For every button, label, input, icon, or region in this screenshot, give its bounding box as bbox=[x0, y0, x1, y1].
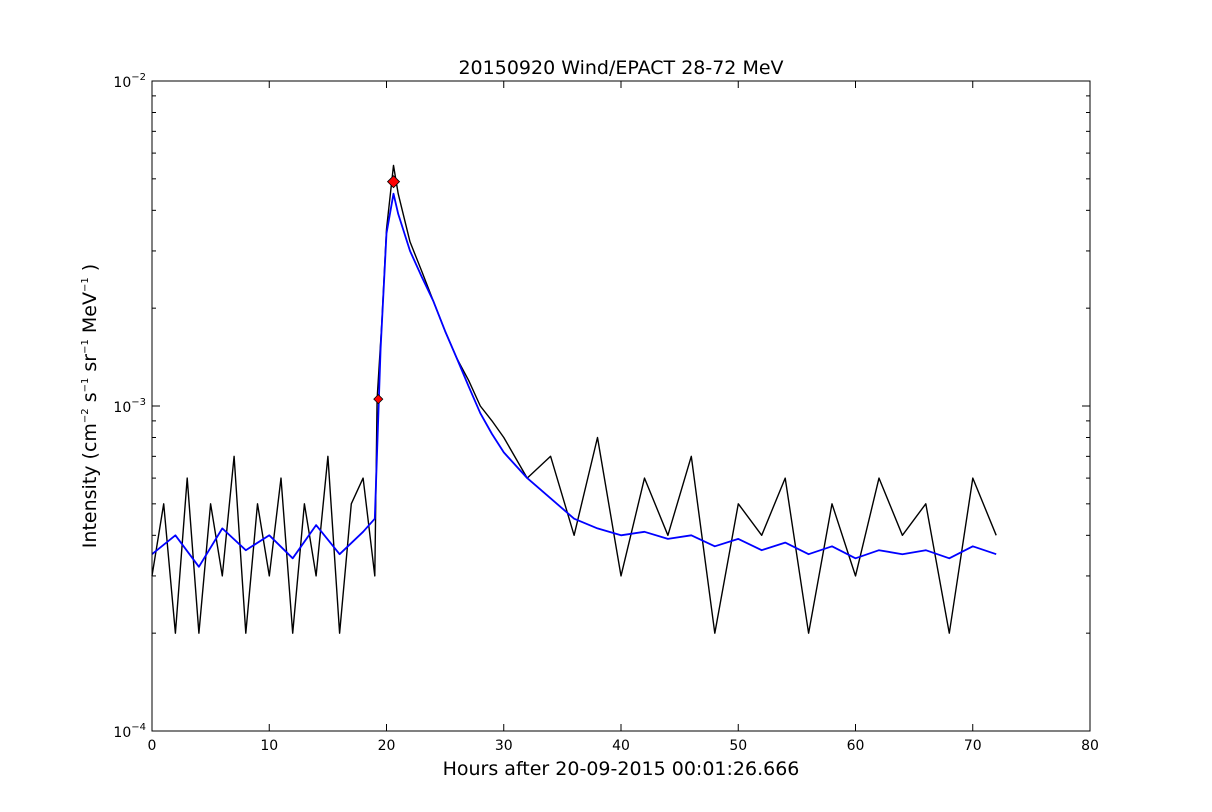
x-tick-label: 80 bbox=[1081, 738, 1099, 754]
y-label-mid-2: sr bbox=[79, 354, 101, 378]
y-label-suffix: ) bbox=[79, 264, 101, 277]
x-tick-label: 10 bbox=[260, 738, 278, 754]
chart-title: 20150920 Wind/EPACT 28-72 MeV bbox=[458, 57, 783, 79]
y-label-exp-3: −1 bbox=[80, 339, 91, 354]
plot-area: 0 10 20 30 40 50 60 70 80 10−4 10−3 10−2 bbox=[113, 72, 1098, 754]
tick-layer: 0 10 20 30 40 50 60 70 80 10−4 10−3 10−2 bbox=[113, 72, 1098, 754]
marker-point-1 bbox=[373, 394, 384, 405]
x-axis-label: Hours after 20-09-2015 00:01:26.666 bbox=[443, 758, 800, 780]
x-tick-label: 70 bbox=[964, 738, 982, 754]
y-tick-label: 10−4 bbox=[113, 722, 146, 741]
y-label-mid-3: MeV bbox=[79, 292, 101, 339]
y-label-exp-2: −1 bbox=[80, 378, 91, 393]
y-label-prefix: Intensity (cm bbox=[79, 423, 101, 548]
marker-point-2 bbox=[386, 175, 401, 189]
x-tick-label: 50 bbox=[729, 738, 747, 754]
y-label-mid-1: s bbox=[79, 392, 101, 408]
y-axis-label: Intensity (cm−2 s−1 sr−1 MeV−1 ) bbox=[79, 264, 101, 548]
x-tick-label: 40 bbox=[612, 738, 630, 754]
x-tick-label: 20 bbox=[378, 738, 396, 754]
plot-background bbox=[152, 81, 1090, 731]
y-tick-label: 10−3 bbox=[113, 397, 146, 416]
y-label-exp-4: −1 bbox=[80, 277, 91, 292]
series-layer bbox=[151, 164, 997, 634]
y-label-exp-1: −2 bbox=[80, 408, 91, 423]
x-tick-label: 30 bbox=[495, 738, 513, 754]
x-tick-label: 0 bbox=[148, 738, 157, 754]
marker-layer bbox=[373, 175, 401, 405]
x-tick-label: 60 bbox=[847, 738, 865, 754]
y-tick-label: 10−2 bbox=[113, 72, 146, 91]
series-line-2 bbox=[151, 192, 997, 568]
